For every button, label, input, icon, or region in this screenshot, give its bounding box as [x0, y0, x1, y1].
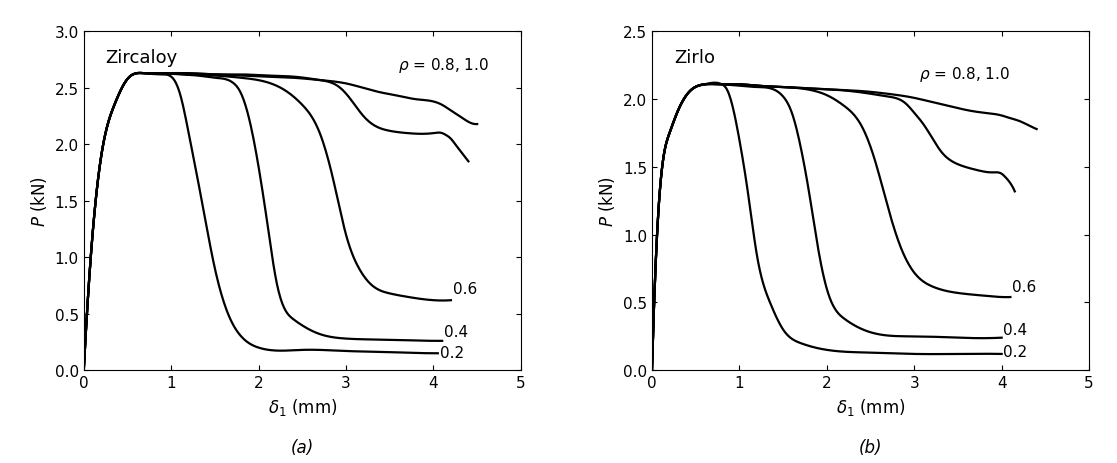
- Text: (a): (a): [290, 438, 314, 456]
- Text: Zirlo: Zirlo: [674, 49, 715, 67]
- Text: 0.4: 0.4: [443, 325, 468, 339]
- Y-axis label: $P$ (kN): $P$ (kN): [29, 176, 49, 227]
- Text: $\rho$ = 0.8, 1.0: $\rho$ = 0.8, 1.0: [918, 65, 1010, 84]
- Text: Zircaloy: Zircaloy: [106, 49, 178, 67]
- Text: $\rho$ = 0.8, 1.0: $\rho$ = 0.8, 1.0: [399, 56, 489, 75]
- Text: (b): (b): [859, 438, 882, 456]
- X-axis label: $\delta_1$ (mm): $\delta_1$ (mm): [836, 396, 905, 417]
- Text: 0.2: 0.2: [440, 345, 464, 360]
- Text: 0.6: 0.6: [1012, 279, 1037, 294]
- X-axis label: $\delta_1$ (mm): $\delta_1$ (mm): [268, 396, 337, 417]
- Text: 0.2: 0.2: [1003, 344, 1028, 359]
- Text: 0.4: 0.4: [1003, 322, 1028, 338]
- Text: 0.6: 0.6: [452, 282, 477, 297]
- Y-axis label: $P$ (kN): $P$ (kN): [598, 176, 618, 227]
